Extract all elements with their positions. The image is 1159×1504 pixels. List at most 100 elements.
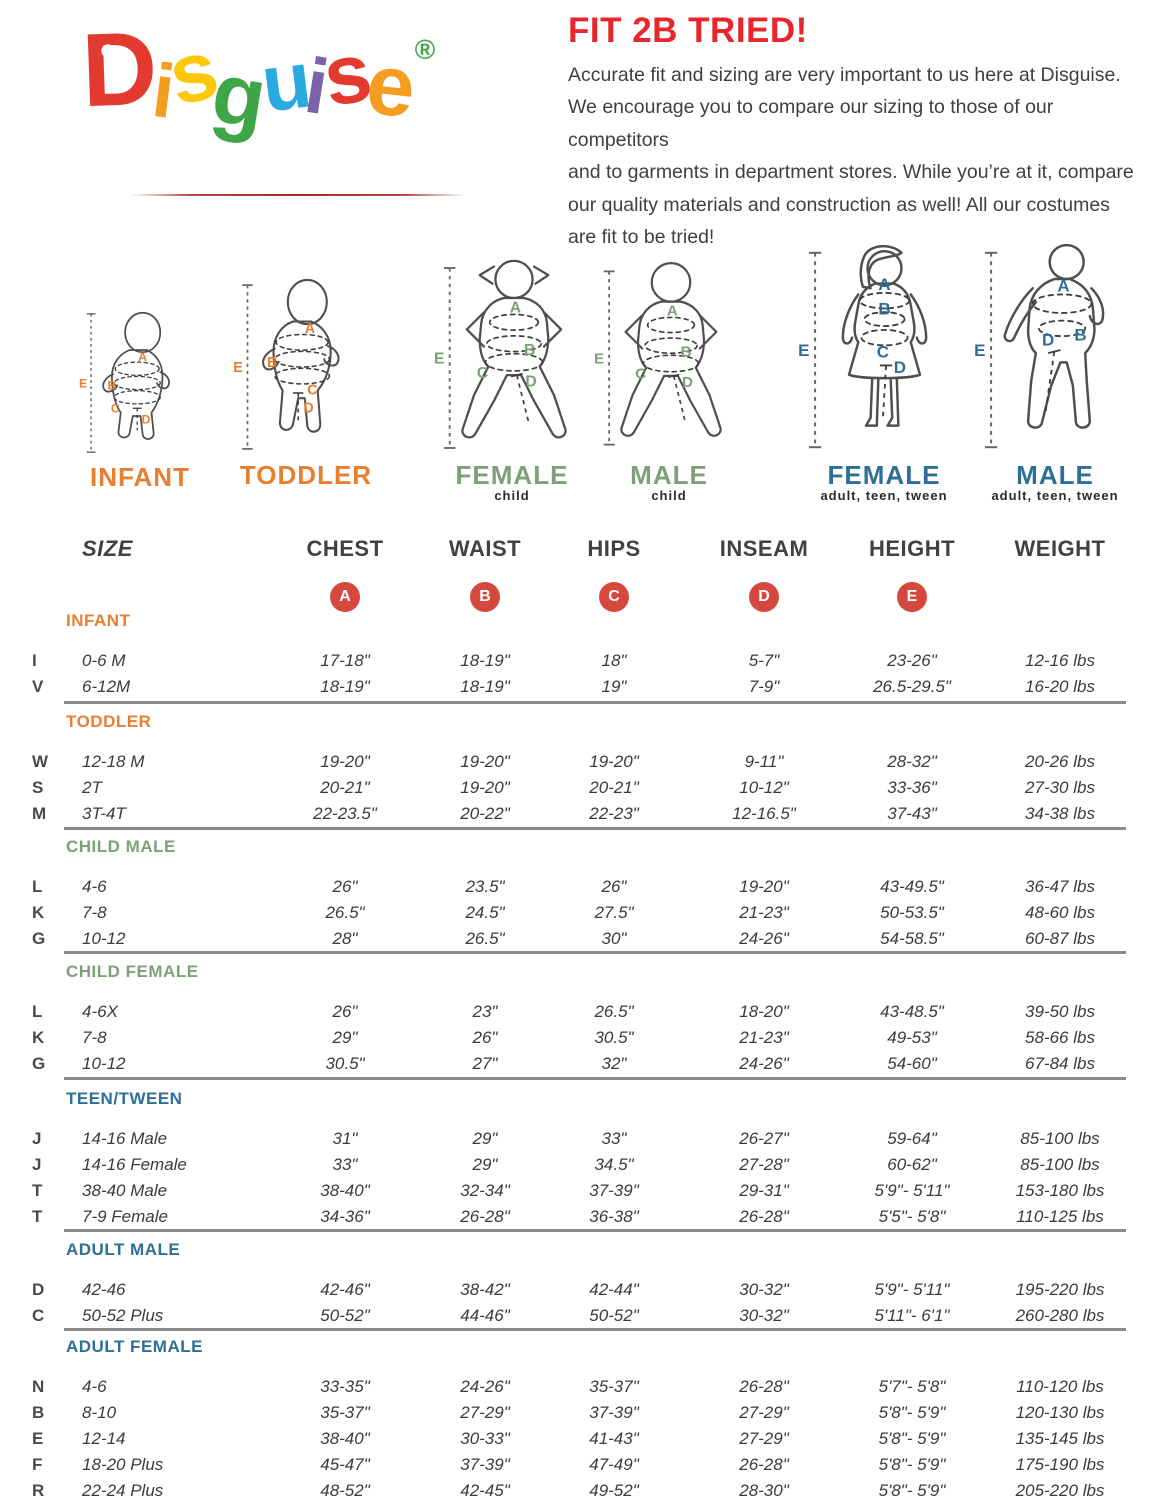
badge-e: E — [897, 582, 927, 612]
cell-size: 7-8 — [82, 1028, 107, 1047]
cell-height: 5'8"- 5'9" — [878, 1455, 946, 1474]
measure-label-d: D — [525, 374, 536, 391]
cell-size: 12-14 — [82, 1429, 126, 1448]
cell-waist: 19-20" — [460, 778, 510, 797]
cell-height: 43-48.5" — [880, 1002, 944, 1021]
cell-inseam: 27-29" — [739, 1403, 789, 1422]
badge-b: B — [470, 582, 500, 612]
figure-adult-female: A B C D E FEMALE adult, teen, tween — [798, 242, 970, 503]
cell-waist: 18-19" — [460, 651, 510, 670]
cell-inseam: 24-26" — [739, 929, 789, 948]
cell-inseam: 27-28" — [739, 1155, 789, 1174]
table-row: C 50-52 Plus 50-52" 44-46" 50-52" 30-32" 5'11"… — [30, 1303, 1146, 1329]
table-row: K 7-8 29" 26" 30.5" 21-23" 49-53" 58-66 lbs — [30, 1025, 1146, 1051]
cell-hips: 41-43" — [589, 1429, 639, 1448]
cell-waist: 24-26" — [460, 1377, 510, 1396]
measure-label-d: D — [141, 413, 150, 427]
cell-waist: 37-39" — [460, 1455, 510, 1474]
cell-waist: 23.5" — [465, 877, 505, 896]
measure-label-d: D — [303, 401, 313, 417]
table-row: L 4-6 26" 23.5" 26" 19-20" 43-49.5" 36-47 lbs — [30, 874, 1146, 900]
measure-label-c: C — [877, 343, 889, 362]
section-divider — [64, 951, 1126, 954]
cell-hips: 30.5" — [594, 1028, 634, 1047]
cell-inseam: 28-30" — [739, 1481, 789, 1500]
cell-hips: 26" — [601, 877, 627, 896]
section-title: ADULT MALE — [66, 1240, 181, 1259]
measure-label-e: E — [974, 341, 985, 360]
cell-letter: N — [32, 1377, 45, 1396]
figure-infant: A B C D E INFANT — [52, 306, 228, 490]
logo-underline — [130, 194, 465, 196]
measure-label-d: D — [682, 374, 693, 391]
cell-letter: J — [32, 1129, 42, 1148]
cell-inseam: 12-16.5" — [732, 804, 796, 823]
measure-label-b: B — [267, 355, 277, 371]
cell-waist: 20-22" — [460, 804, 510, 823]
cell-waist: 19-20" — [460, 752, 510, 771]
cell-height: 5'9"- 5'11" — [874, 1181, 950, 1200]
figure-label-infant: INFANT — [90, 462, 190, 492]
cell-waist: 26-28" — [460, 1207, 510, 1226]
cell-inseam: 18-20" — [739, 1002, 789, 1021]
cell-hips: 36-38" — [589, 1207, 639, 1226]
cell-size: 7-9 Female — [82, 1207, 168, 1226]
measure-label-c: C — [307, 382, 317, 398]
cell-inseam: 26-27" — [739, 1129, 789, 1148]
figure-sublabel: child — [494, 488, 530, 503]
cell-inseam: 27-29" — [739, 1429, 789, 1448]
cell-weight: 260-280 lbs — [1015, 1306, 1105, 1325]
cell-height: 5'8"- 5'9" — [878, 1429, 946, 1448]
figure-label-toddler: TODDLER — [239, 460, 373, 490]
cell-letter: L — [32, 877, 43, 896]
intro-line: and to garments in department stores. Wh… — [568, 161, 1134, 183]
cell-chest: 26" — [332, 877, 358, 896]
cell-weight: 20-26 lbs — [1025, 752, 1095, 771]
cell-chest: 34-36" — [320, 1207, 370, 1226]
cell-waist: 26.5" — [465, 929, 505, 948]
cell-letter: K — [32, 1028, 45, 1047]
cell-size: 3T-4T — [82, 804, 126, 823]
cell-waist: 24.5" — [465, 903, 505, 922]
cell-hips: 26.5" — [594, 1002, 634, 1021]
cell-chest: 20-21" — [320, 778, 370, 797]
measure-label-a: A — [510, 299, 521, 316]
cell-chest: 33-35" — [320, 1377, 370, 1396]
cell-hips: 34.5" — [594, 1155, 634, 1174]
cell-chest: 38-40" — [320, 1429, 370, 1448]
cell-chest: 45-47" — [320, 1455, 370, 1474]
table-section-adult-female: ADULT FEMALE N 4-6 33-35" 24-26" 35-37" 26-28"… — [30, 1336, 1146, 1504]
cell-chest: 26.5" — [325, 903, 365, 922]
cell-waist: 23" — [472, 1002, 498, 1021]
cell-height: 59-64" — [887, 1129, 937, 1148]
cell-size: 18-20 Plus — [82, 1455, 164, 1474]
table-row: N 4-6 33-35" 24-26" 35-37" 26-28" 5'7"- 5'8" 11… — [30, 1374, 1146, 1400]
cell-inseam: 10-12" — [739, 778, 789, 797]
cell-letter: C — [32, 1306, 45, 1325]
measure-label-a: A — [667, 302, 678, 319]
cell-weight: 16-20 lbs — [1025, 677, 1095, 696]
adult-female-body-illustration: A B C D E — [798, 245, 928, 449]
cell-weight: 85-100 lbs — [1020, 1129, 1100, 1148]
cell-weight: 34-38 lbs — [1025, 804, 1095, 823]
section-title: INFANT — [66, 611, 131, 630]
col-header-inseam: INSEAM — [719, 536, 809, 561]
table-row: E 12-14 38-40" 30-33" 41-43" 27-29" 5'8"- 5'9"… — [30, 1426, 1146, 1452]
cell-chest: 29" — [332, 1028, 358, 1047]
col-header-height: HEIGHT — [868, 536, 956, 561]
intro-line: We encourage you to compare our sizing t… — [568, 96, 1054, 151]
figure-label-child-female: FEMALE — [455, 460, 569, 490]
child-female-body-illustration: A B C D E — [434, 259, 567, 449]
child-male-body-illustration: A B C D E — [594, 262, 722, 446]
cell-inseam: 9-11" — [744, 752, 784, 771]
cell-weight: 12-16 lbs — [1025, 651, 1095, 670]
cell-letter: F — [32, 1455, 43, 1474]
intro-line: our quality materials and construction a… — [568, 193, 1110, 216]
adult-male-body-illustration: A B D E — [974, 243, 1105, 449]
figure-child-male: A B C D E MALE child — [594, 258, 744, 503]
cell-chest: 19-20" — [320, 752, 370, 771]
infant-body-illustration: A B C D E — [79, 311, 170, 453]
cell-hips: 27.5" — [594, 903, 634, 922]
cell-height: 5'5"- 5'8" — [878, 1207, 946, 1226]
cell-letter: S — [32, 778, 44, 797]
